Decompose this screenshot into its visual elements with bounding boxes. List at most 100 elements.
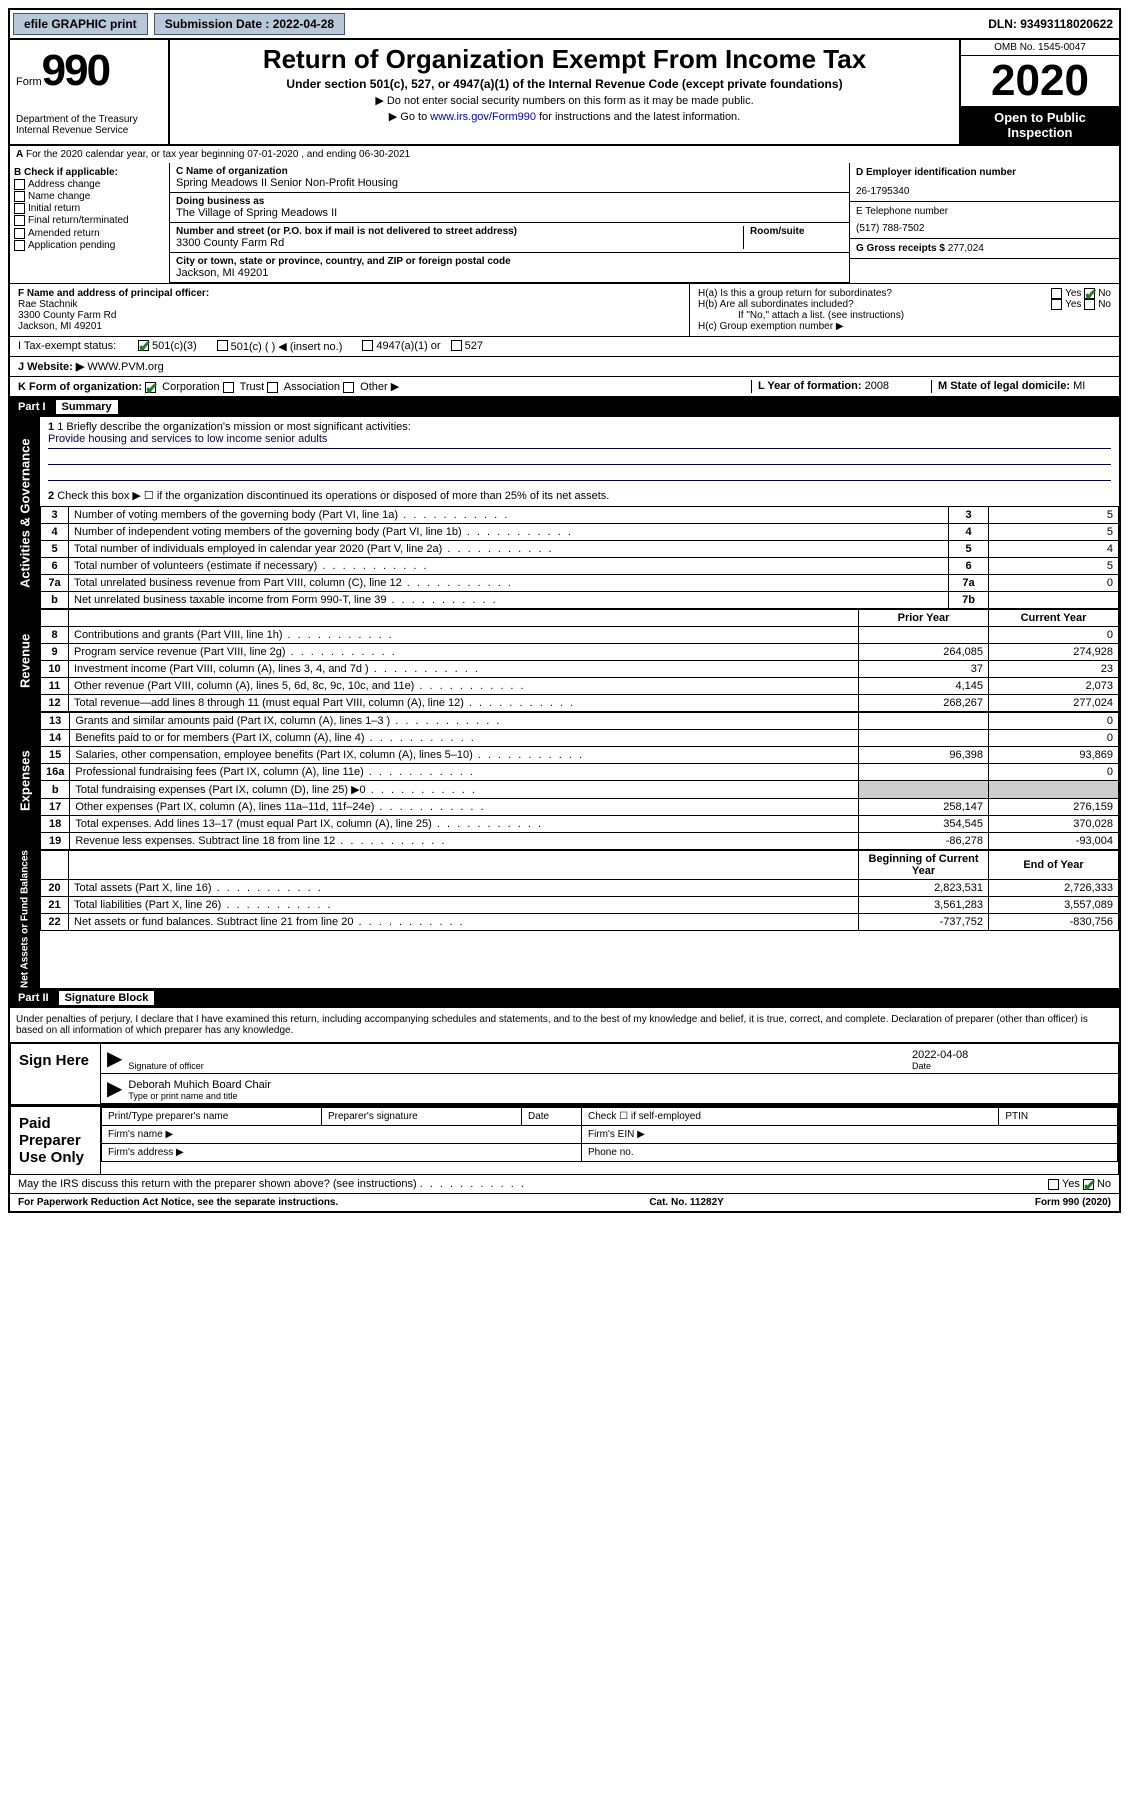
application-pending-checkbox[interactable] [14, 240, 25, 251]
perjury-statement: Under penalties of perjury, I declare th… [10, 1008, 1119, 1042]
officer-label: F Name and address of principal officer: [18, 288, 681, 299]
section-b: B Check if applicable: Address change Na… [10, 163, 170, 283]
ha-yes-checkbox[interactable] [1051, 288, 1062, 299]
ptin-label: PTIN [999, 1108, 1118, 1126]
net-assets-table: Beginning of Current YearEnd of Year 20T… [40, 850, 1119, 931]
expenses-table: 13Grants and similar amounts paid (Part … [40, 712, 1119, 850]
section-b-header: B Check if applicable: [14, 167, 165, 178]
signature-marker-icon: ▶ [107, 1046, 122, 1071]
gross-receipts-label: G Gross receipts $ [856, 243, 945, 254]
part1-header: Part I Summary [10, 397, 1119, 417]
sig-date: 2022-04-08 [912, 1049, 968, 1061]
discuss-yes-checkbox[interactable] [1048, 1179, 1059, 1190]
discuss-label: May the IRS discuss this return with the… [18, 1178, 417, 1190]
sidebar-expenses: Expenses [10, 712, 40, 850]
paid-preparer-label: Paid Preparer Use Only [11, 1107, 101, 1174]
sign-here-label: Sign Here [11, 1044, 101, 1104]
sidebar-revenue: Revenue [10, 609, 40, 712]
sidebar-net-assets: Net Assets or Fund Balances [10, 850, 40, 988]
org-name: Spring Meadows II Senior Non-Profit Hous… [176, 177, 843, 189]
phone-value: (517) 788-7502 [856, 217, 1113, 234]
form990-link[interactable]: www.irs.gov/Form990 [430, 111, 536, 123]
paid-preparer-section: Paid Preparer Use Only Print/Type prepar… [10, 1105, 1119, 1175]
subtitle: Under section 501(c), 527, or 4947(a)(1)… [180, 77, 949, 91]
org-name-label: C Name of organization [176, 166, 843, 177]
city-value: Jackson, MI 49201 [176, 267, 843, 279]
sidebar-governance: Activities & Governance [10, 417, 40, 609]
form-header: Form990 Department of the Treasury Inter… [10, 40, 1119, 146]
hb-yes-checkbox[interactable] [1051, 299, 1062, 310]
ha-no-checkbox[interactable] [1084, 288, 1095, 299]
sign-here-section: Sign Here ▶ Signature of officer 2022-04… [10, 1042, 1119, 1105]
dba-value: The Village of Spring Meadows II [176, 207, 843, 219]
room-label: Room/suite [750, 226, 843, 237]
gross-receipts-value: 277,024 [948, 243, 984, 254]
year-formation-value: 2008 [865, 380, 889, 392]
other-checkbox[interactable] [343, 382, 354, 393]
firm-phone-label: Phone no. [582, 1144, 1118, 1162]
part2-header: Part II Signature Block [10, 988, 1119, 1008]
form-word: Form [16, 76, 42, 88]
sig-officer-label: Signature of officer [128, 1061, 912, 1071]
hb-label: H(b) Are all subordinates included? [698, 299, 854, 310]
website-value: WWW.PVM.org [87, 361, 163, 373]
527-checkbox[interactable] [451, 340, 462, 351]
discuss-no-checkbox[interactable] [1083, 1179, 1094, 1190]
paperwork-notice: For Paperwork Reduction Act Notice, see … [18, 1197, 338, 1208]
tax-year: 2020 [961, 56, 1119, 106]
firm-ein-label: Firm's EIN ▶ [582, 1126, 1118, 1144]
ein-value: 26-1795340 [856, 178, 1113, 197]
street-value: 3300 County Farm Rd [176, 237, 743, 249]
section-f: F Name and address of principal officer:… [10, 284, 689, 336]
omb-number: OMB No. 1545-0047 [961, 40, 1119, 56]
dln-label: DLN: 93493118020622 [982, 17, 1119, 31]
trust-checkbox[interactable] [223, 382, 234, 393]
hc-label: H(c) Group exemption number ▶ [698, 321, 1111, 332]
efile-print-button[interactable]: efile GRAPHIC print [13, 13, 148, 35]
submission-date-button[interactable]: Submission Date : 2022-04-28 [154, 13, 345, 35]
4947-checkbox[interactable] [362, 340, 373, 351]
officer-addr2: Jackson, MI 49201 [18, 321, 681, 332]
section-j: J Website: ▶ WWW.PVM.org [10, 357, 1119, 377]
address-change-checkbox[interactable] [14, 179, 25, 190]
corporation-checkbox[interactable] [145, 382, 156, 393]
firm-address-label: Firm's address ▶ [102, 1144, 582, 1162]
form-ref: Form 990 (2020) [1035, 1197, 1111, 1208]
topbar: efile GRAPHIC print Submission Date : 20… [10, 10, 1119, 40]
cat-number: Cat. No. 11282Y [649, 1197, 723, 1208]
hb-note: If "No," attach a list. (see instruction… [698, 310, 1111, 321]
amended-return-checkbox[interactable] [14, 228, 25, 239]
note-goto: ▶ Go to www.irs.gov/Form990 for instruct… [180, 110, 949, 123]
year-formation-label: L Year of formation: [758, 380, 862, 392]
q2-text: Check this box ▶ ☐ if the organization d… [57, 490, 609, 502]
officer-name-title: Deborah Muhich Board Chair [128, 1079, 270, 1091]
preparer-sig-label: Preparer's signature [322, 1108, 522, 1126]
association-checkbox[interactable] [267, 382, 278, 393]
inspection-label: Open to Public Inspection [961, 106, 1119, 144]
ein-label: D Employer identification number [856, 167, 1113, 178]
preparer-date-label: Date [522, 1108, 582, 1126]
501c3-checkbox[interactable] [138, 340, 149, 351]
dba-label: Doing business as [176, 196, 843, 207]
department-label: Department of the Treasury Internal Reve… [16, 114, 162, 136]
officer-addr1: 3300 County Farm Rd [18, 310, 681, 321]
state-domicile-label: M State of legal domicile: [938, 380, 1070, 392]
initial-return-checkbox[interactable] [14, 203, 25, 214]
revenue-table: Prior YearCurrent Year 8Contributions an… [40, 609, 1119, 712]
officer-name: Rae Stachnik [18, 299, 681, 310]
preparer-name-label: Print/Type preparer's name [102, 1108, 322, 1126]
mission-value: Provide housing and services to low inco… [48, 433, 1111, 449]
self-employed-label: Check ☐ if self-employed [582, 1108, 999, 1126]
name-change-checkbox[interactable] [14, 191, 25, 202]
501c-checkbox[interactable] [217, 340, 228, 351]
city-label: City or town, state or province, country… [176, 256, 843, 267]
mission-label: 1 Briefly describe the organization's mi… [57, 421, 411, 433]
street-label: Number and street (or P.O. box if mail i… [176, 226, 743, 237]
final-return-checkbox[interactable] [14, 215, 25, 226]
name-marker-icon: ▶ [107, 1076, 122, 1101]
state-domicile-value: MI [1073, 380, 1085, 392]
phone-label: E Telephone number [856, 206, 1113, 217]
ha-label: H(a) Is this a group return for subordin… [698, 288, 892, 299]
section-a: A For the 2020 calendar year, or tax yea… [10, 146, 1119, 163]
hb-no-checkbox[interactable] [1084, 299, 1095, 310]
